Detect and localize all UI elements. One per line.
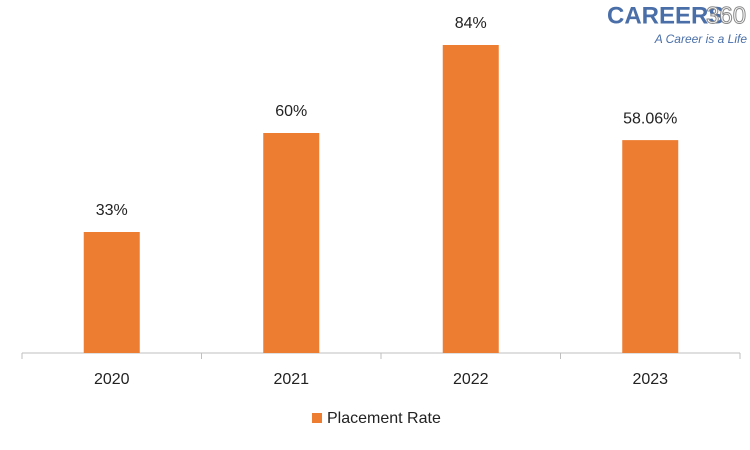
legend-label: Placement Rate <box>327 410 441 427</box>
legend-swatch <box>312 413 322 423</box>
bar <box>622 140 679 353</box>
data-label: 60% <box>275 103 307 120</box>
x-tick-label: 2020 <box>94 371 130 388</box>
logo-name: CAREERS <box>607 2 724 29</box>
x-tick-label: 2021 <box>273 371 309 388</box>
x-tick-label: 2023 <box>632 371 668 388</box>
bar <box>442 45 499 353</box>
logo-number: 360 <box>706 2 746 29</box>
data-label: 33% <box>96 202 128 219</box>
logo: CAREERS 360 A Career is a Life <box>607 2 747 46</box>
bar <box>263 133 320 353</box>
bar <box>83 232 140 353</box>
data-label: 84% <box>455 15 487 32</box>
data-label: 58.06% <box>623 110 677 127</box>
logo-tagline: A Career is a Life <box>654 32 748 46</box>
x-tick-label: 2022 <box>453 371 489 388</box>
